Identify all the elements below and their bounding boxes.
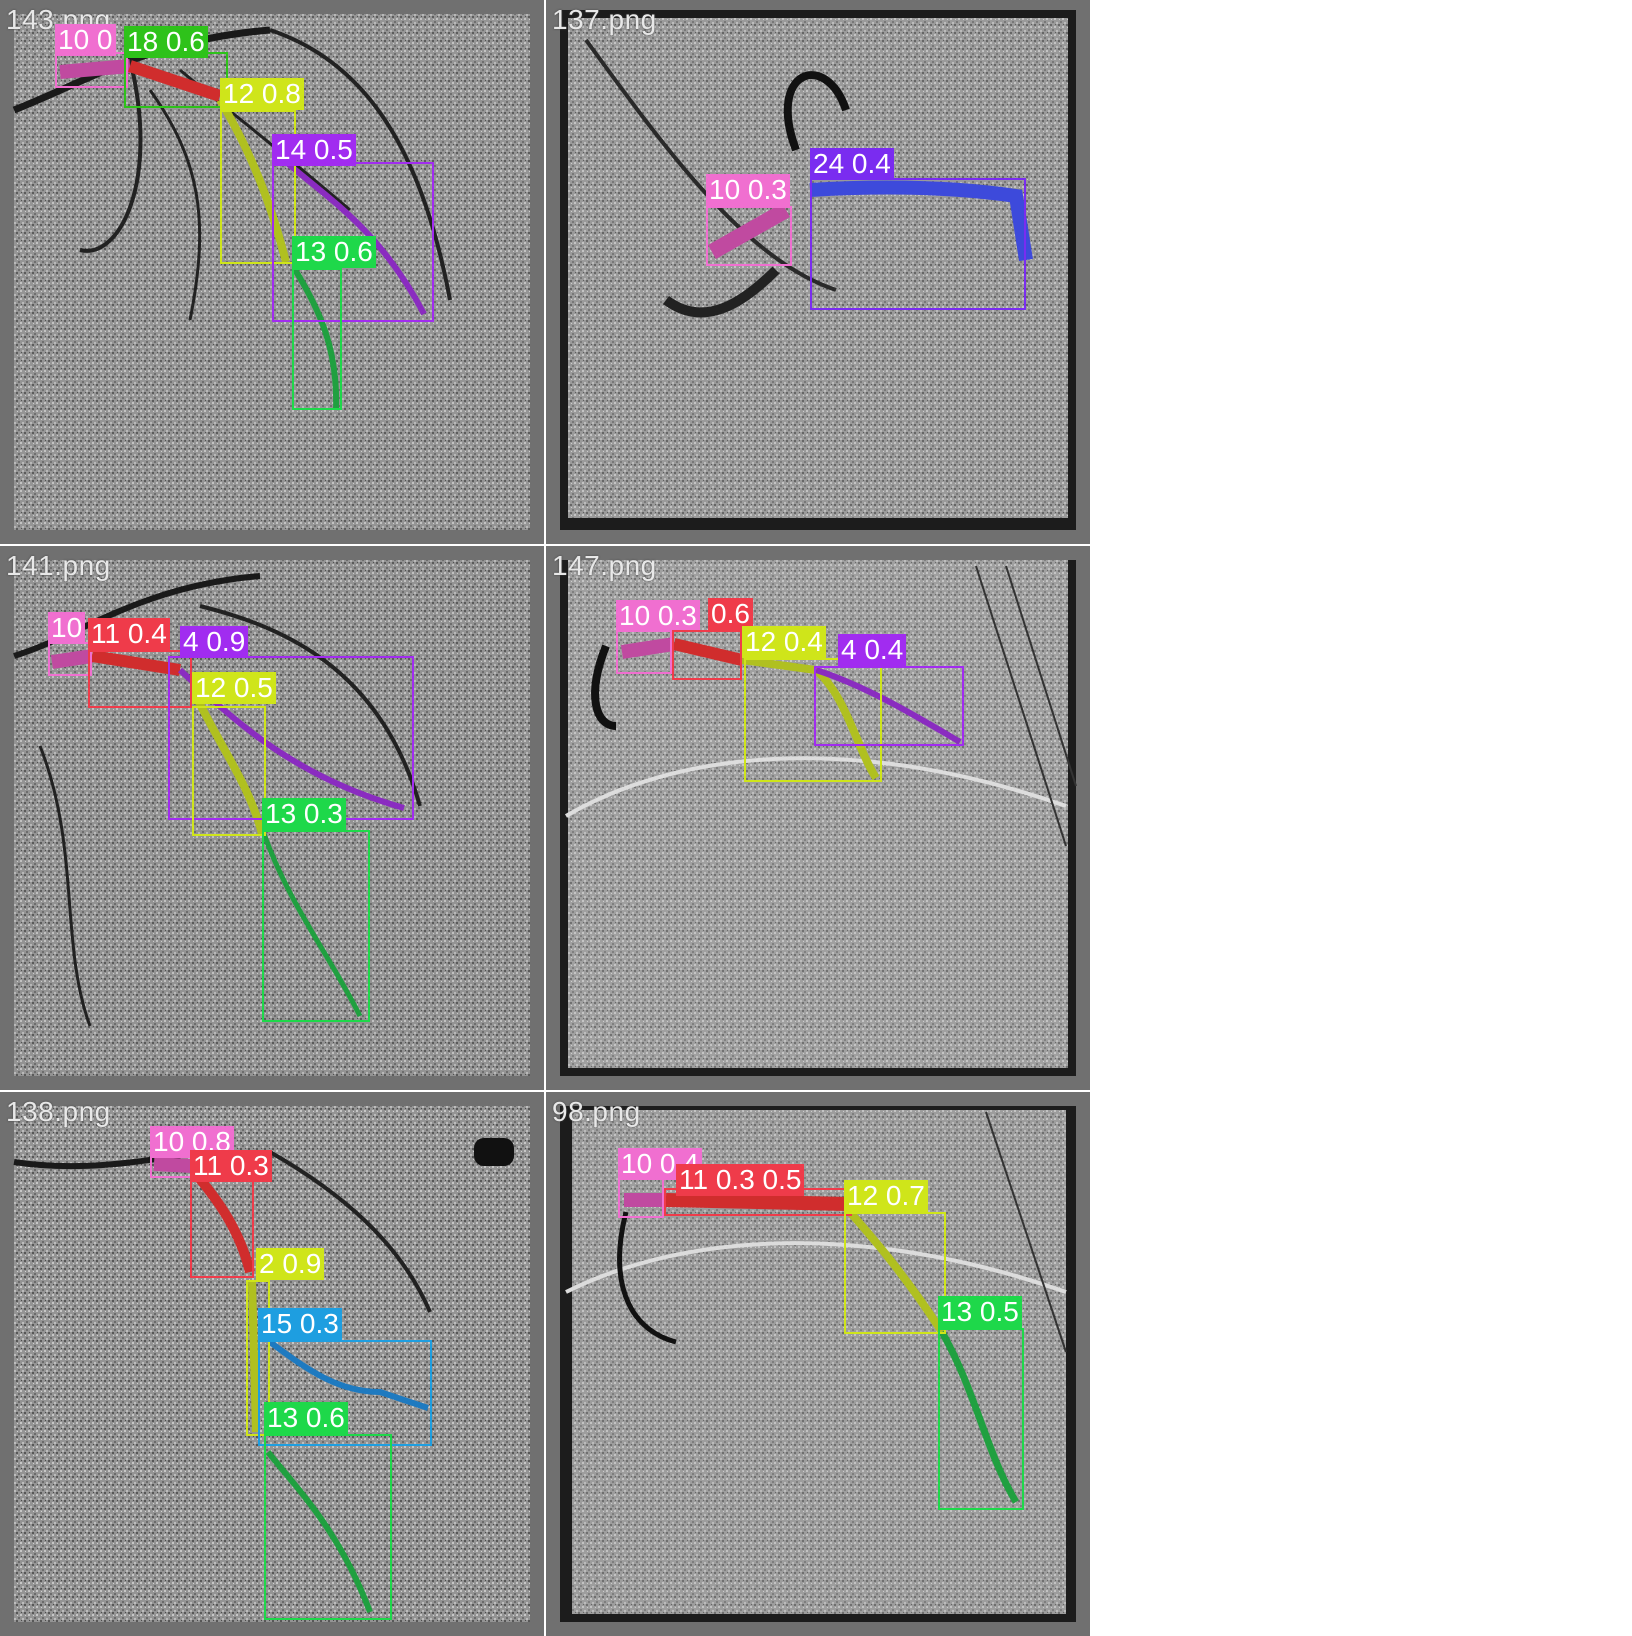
angiogram-image	[13, 1106, 530, 1622]
detection-box	[55, 52, 128, 88]
detection-label: 12 0.7	[844, 1180, 928, 1212]
detection-box	[264, 1434, 392, 1620]
detection-box	[220, 110, 296, 264]
tile-138: 138.png 10 0.8 11 0.3 2 0.9 15 0.3 13 0.6	[0, 1092, 544, 1636]
detection-label: 13 0.3	[262, 798, 346, 830]
detection-label: 15 0.3	[258, 1308, 342, 1340]
detection-box	[190, 1180, 254, 1278]
filename-label: 141.png	[6, 550, 111, 581]
tile-143: 143.png 10 0 18 0.6 12 0.8 14 0.5 13 0.6	[0, 0, 544, 544]
detection-box	[810, 178, 1026, 310]
detection-box	[262, 830, 370, 1022]
tile-137: 137.png 10 0.3 24 0.4	[546, 0, 1090, 544]
detection-label: 10 0.3	[706, 174, 790, 206]
detection-label: 10	[48, 612, 86, 644]
detection-label: 14 0.5	[272, 134, 356, 166]
detection-label: 24 0.4	[810, 148, 894, 180]
detection-box	[616, 626, 672, 674]
detection-label: 13 0.6	[264, 1402, 348, 1434]
tile-98: 98.png 10 0.4 11 0.3 0.5 12 0.7 13 0.5	[546, 1092, 1090, 1636]
detection-label: 2 0.9	[256, 1248, 325, 1280]
detection-label: 10 0.3	[616, 600, 700, 632]
filename-label: 98.png	[552, 1096, 641, 1127]
detection-label: 11 0.4	[88, 618, 170, 650]
detection-label: 4 0.4	[838, 634, 907, 666]
detection-box	[938, 1328, 1024, 1510]
detection-label: 11 0.3 0.5	[676, 1164, 805, 1196]
detection-box	[706, 206, 792, 266]
detection-box	[292, 268, 342, 410]
detection-box	[88, 650, 192, 708]
detection-label: 12 0.8	[220, 78, 304, 110]
detection-label: 13 0.5	[938, 1296, 1022, 1328]
detection-box	[844, 1212, 946, 1334]
detection-box	[192, 706, 266, 836]
angiogram-image	[560, 1106, 1076, 1622]
detection-label: 10 0	[55, 24, 116, 56]
tile-141: 141.png 10 11 0.4 4 0.9 12 0.5 13 0.3	[0, 546, 544, 1090]
detection-box	[48, 642, 92, 676]
detection-box	[672, 630, 742, 680]
detection-label: 12 0.4	[742, 626, 826, 658]
angiogram-image	[560, 10, 1076, 530]
filename-label: 138.png	[6, 1096, 111, 1127]
detection-label: 0.6	[708, 598, 753, 630]
detection-box	[124, 52, 228, 108]
filename-label: 147.png	[552, 550, 657, 581]
detection-box	[258, 1340, 432, 1446]
detection-box	[618, 1176, 664, 1218]
detection-label: 12 0.5	[192, 672, 276, 704]
filename-label: 137.png	[552, 4, 657, 35]
detection-label: 18 0.6	[124, 26, 208, 58]
detection-box	[814, 666, 964, 746]
detection-box	[744, 658, 882, 782]
detection-label: 13 0.6	[292, 236, 376, 268]
mosaic-grid: 143.png 10 0 18 0.6 12 0.8 14 0.5 13 0.6 137.…	[0, 0, 1090, 1636]
detection-label: 11 0.3	[190, 1150, 272, 1182]
tile-147: 147.png 10 0.3 0.6 12 0.4 4 0.4	[546, 546, 1090, 1090]
detection-label: 4 0.9	[180, 626, 249, 658]
